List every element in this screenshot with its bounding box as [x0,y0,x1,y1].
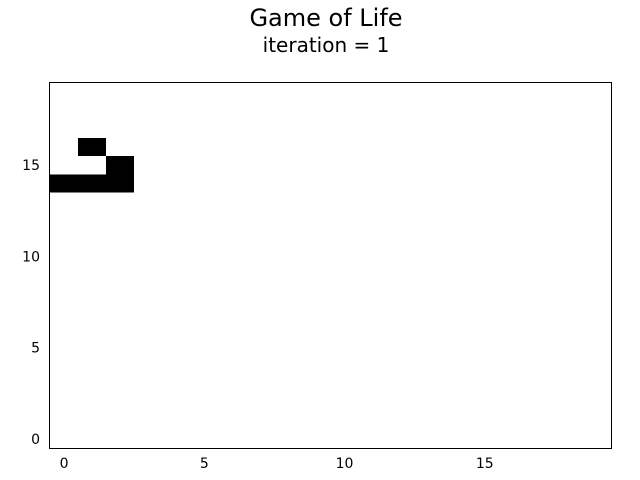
y-tick-label: 0 [31,432,40,448]
alive-cell [50,174,79,193]
cells-layer [50,137,135,193]
y-tick-label: 5 [31,341,40,357]
x-tick-label: 10 [336,456,354,472]
alive-cell [78,137,107,156]
y-axis-ticks: 0 5 10 15 [22,158,40,448]
plot-frame [49,82,612,449]
x-tick-label: 15 [476,456,494,472]
y-tick-label: 10 [22,249,40,265]
x-axis-ticks: 0 5 10 15 [60,456,494,472]
alive-cell [78,174,107,193]
y-tick-label: 15 [22,158,40,174]
alive-cell [106,156,135,175]
chart-subtitle: iteration = 1 [262,33,390,57]
alive-cell [106,174,135,193]
chart-title: Game of Life [249,4,403,32]
x-tick-label: 0 [60,456,69,472]
x-tick-label: 5 [200,456,209,472]
